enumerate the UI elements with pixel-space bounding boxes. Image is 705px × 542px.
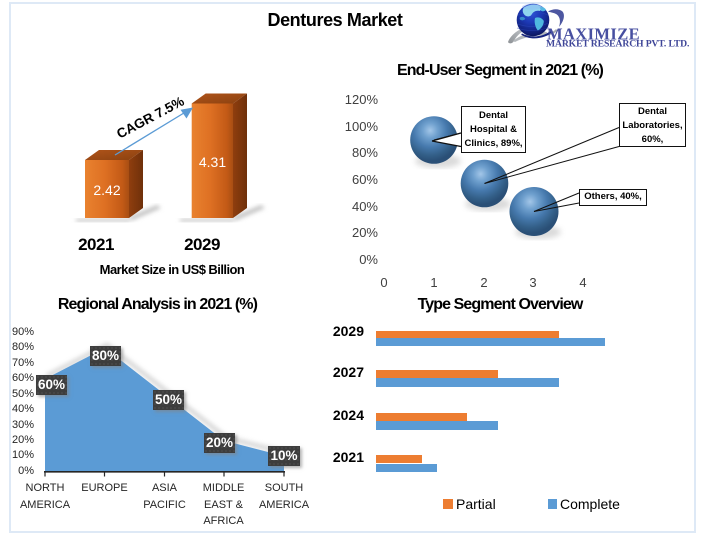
svg-text:2.42: 2.42 xyxy=(93,182,120,198)
svg-text:MARKET RESEARCH PVT. LTD.: MARKET RESEARCH PVT. LTD. xyxy=(546,39,689,50)
svg-text:4.31: 4.31 xyxy=(199,154,226,170)
svg-text:MAXIMIZE: MAXIMIZE xyxy=(547,25,640,44)
